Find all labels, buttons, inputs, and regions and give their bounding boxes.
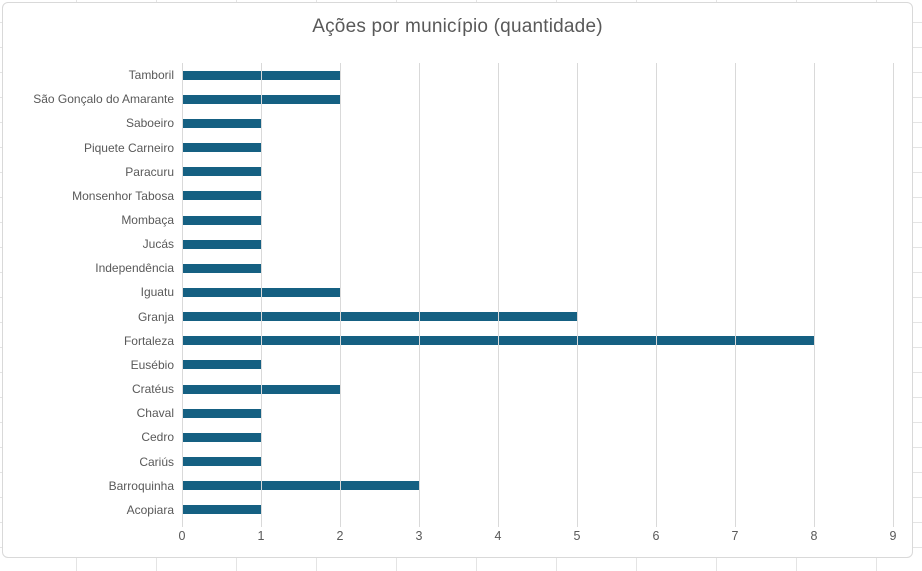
bar-Cedro[interactable] xyxy=(182,432,261,442)
bar-row xyxy=(182,160,893,184)
x-axis-tick-label: 1 xyxy=(257,529,265,543)
gridline xyxy=(735,63,736,522)
category-label: Barroquinha xyxy=(108,478,174,493)
x-axis-tick-label: 2 xyxy=(336,529,344,543)
axis-tick-mark xyxy=(182,522,183,527)
bar-row xyxy=(182,135,893,159)
x-axis-tick-label: 9 xyxy=(889,529,897,543)
category-label: Mombaça xyxy=(121,213,174,228)
category-label: Iguatu xyxy=(140,285,174,300)
category-label: Saboeiro xyxy=(125,116,174,131)
category-label: Acopiara xyxy=(126,502,174,517)
bar-row xyxy=(182,353,893,377)
bar-series xyxy=(182,63,893,522)
gridline xyxy=(182,63,183,522)
bar-row xyxy=(182,425,893,449)
category-label: Eusébio xyxy=(130,357,174,372)
category-label: Cedro xyxy=(141,430,174,445)
bar-Monsenhor Tabosa[interactable] xyxy=(182,191,261,201)
bar-row xyxy=(182,377,893,401)
bar-row xyxy=(182,256,893,280)
x-axis-tick-label: 3 xyxy=(415,529,423,543)
category-label: Tamboril xyxy=(128,68,174,83)
gridline xyxy=(813,63,815,522)
chart-card[interactable]: Ações por município (quantidade) Tambori… xyxy=(2,2,913,558)
bar-row xyxy=(182,401,893,425)
bar-Granja[interactable] xyxy=(182,312,577,322)
gridline xyxy=(260,63,262,522)
chart-title: Ações por município (quantidade) xyxy=(312,16,603,37)
x-axis-tick-label: 7 xyxy=(731,529,739,543)
axis-tick-mark xyxy=(893,522,894,527)
axis-tick-mark xyxy=(419,522,420,527)
bar-Barroquinha[interactable] xyxy=(182,481,419,491)
category-label: Independência xyxy=(95,261,174,276)
gridline xyxy=(893,63,894,522)
category-label: Jucás xyxy=(142,237,174,252)
x-axis-tick-label: 0 xyxy=(178,529,186,543)
category-label: Cratéus xyxy=(131,382,174,397)
bar-Eusébio[interactable] xyxy=(182,360,261,370)
x-axis: 0 1 2 3 4 5 6 7 8 9 xyxy=(178,527,897,545)
category-label: Chaval xyxy=(136,406,174,421)
bar-Independência[interactable] xyxy=(182,263,261,273)
bar-row xyxy=(182,329,893,353)
x-axis-tick-label: 8 xyxy=(810,529,818,543)
bar-row xyxy=(182,63,893,87)
bar-row xyxy=(182,280,893,304)
y-axis-category-labels: Tamboril São Gonçalo do Amarante Saboeiro P… xyxy=(3,63,174,522)
bar-row xyxy=(182,305,893,329)
x-axis-tick-label: 4 xyxy=(494,529,502,543)
bar-Chaval[interactable] xyxy=(182,408,261,418)
category-label: Paracuru xyxy=(125,164,174,179)
axis-tick-mark xyxy=(656,522,657,527)
bar-row xyxy=(182,87,893,111)
gridline xyxy=(419,63,420,522)
bar-row xyxy=(182,474,893,498)
category-label: São Gonçalo do Amarante xyxy=(33,92,174,107)
bar-Piquete Carneiro[interactable] xyxy=(182,143,261,153)
axis-tick-mark xyxy=(260,522,262,527)
bar-row xyxy=(182,184,893,208)
bar-Mombaça[interactable] xyxy=(182,215,261,225)
category-label: Fortaleza xyxy=(123,333,174,348)
gridline xyxy=(656,63,657,522)
bar-row xyxy=(182,208,893,232)
bar-row xyxy=(182,498,893,522)
axis-tick-mark xyxy=(813,522,815,527)
gridline xyxy=(577,63,578,522)
gridline xyxy=(339,63,341,522)
axis-tick-mark xyxy=(735,522,736,527)
category-label: Monsenhor Tabosa xyxy=(72,188,174,203)
axis-tick-mark xyxy=(339,522,341,527)
axis-tick-mark xyxy=(497,522,499,527)
category-label: Granja xyxy=(137,309,174,324)
bar-Saboeiro[interactable] xyxy=(182,118,261,128)
bar-Acopiara[interactable] xyxy=(182,505,261,515)
x-axis-tick-label: 6 xyxy=(652,529,660,543)
category-label: Piquete Carneiro xyxy=(83,140,174,155)
plot-area xyxy=(182,63,894,527)
bar-Paracuru[interactable] xyxy=(182,167,261,177)
category-label: Cariús xyxy=(139,454,174,469)
gridline xyxy=(497,63,499,522)
bar-row xyxy=(182,232,893,256)
bar-Jucás[interactable] xyxy=(182,239,261,249)
bar-row xyxy=(182,450,893,474)
bar-row xyxy=(182,111,893,135)
bar-Cariús[interactable] xyxy=(182,457,261,467)
x-axis-tick-label: 5 xyxy=(573,529,581,543)
axis-tick-mark xyxy=(577,522,578,527)
